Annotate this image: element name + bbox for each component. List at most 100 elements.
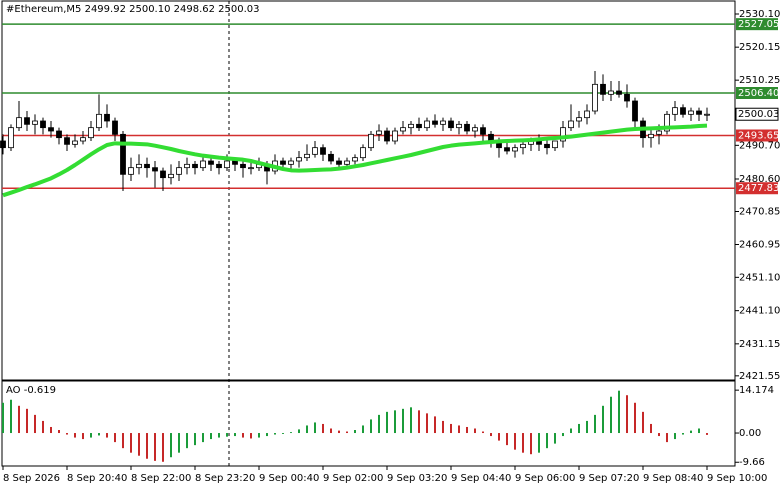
candle-body [192,163,198,169]
main-pane-frame [1,0,736,381]
candle-body [72,140,78,145]
x-tick-label: 8 Sep 23:20 [195,473,255,484]
candle-body [648,133,654,139]
candle-body [208,160,214,165]
candle-body [352,157,358,162]
candle-body [40,120,46,129]
candle-body [520,143,526,149]
level-label-box [736,129,778,142]
candle-body [568,120,574,129]
candle-body [448,120,454,129]
x-tick-label: 8 Sep 20:40 [67,473,127,484]
candle-body [472,127,478,132]
ao-y-tick-label: 0.00 [739,428,761,439]
candle-body [624,93,630,102]
candle-body [664,113,670,132]
candle-body [224,160,230,169]
ao-pane-frame [1,380,736,467]
candle-body [168,173,174,179]
x-tick-label: 9 Sep 07:20 [579,473,639,484]
candle-body [344,160,350,165]
candle-body [312,147,318,155]
candle-body [408,123,414,129]
candle-body [104,113,110,122]
current-price-label: 2500.03 [738,109,779,120]
candle-body [536,140,542,145]
candle-body [456,123,462,129]
candle-body [656,130,662,135]
candle-body [200,160,206,169]
candle-body [672,107,678,115]
y-tick-label: 2480.60 [739,174,780,185]
candle-body [632,100,638,122]
candle-body [704,113,710,116]
y-tick-label: 2451.10 [739,272,780,283]
candle-body [560,127,566,142]
candle-body [432,120,438,125]
x-tick-label: 9 Sep 08:40 [643,473,703,484]
level-label: 2506.40 [738,88,779,99]
candle-body [144,163,150,169]
x-tick-label: 9 Sep 02:00 [323,473,383,484]
candle-body [504,147,510,152]
y-tick-label: 2470.85 [739,207,780,218]
candle-body [248,167,254,170]
candle-body [376,130,382,135]
level-label: 2493.65 [738,131,779,142]
candle-body [232,160,238,165]
y-tick-label: 2490.70 [739,140,780,151]
candle-body [88,127,94,139]
candle-body [368,133,374,149]
x-tick-label: 8 Sep 2026 [3,473,60,484]
candle-body [320,147,326,155]
candle-body [288,160,294,165]
candle-body [336,160,342,165]
candle-body [392,130,398,142]
candle-body [616,90,622,95]
candle-body [600,83,606,95]
candle-body [152,167,158,172]
x-tick-label: 9 Sep 03:20 [387,473,447,484]
candle-body [592,83,598,112]
candle-body [384,130,390,142]
candle-body [440,120,446,125]
candle-body [424,120,430,129]
candle-body [184,163,190,169]
ao-title: AO -0.619 [6,385,56,396]
candle-body [216,163,222,169]
x-tick-label: 8 Sep 22:00 [131,473,191,484]
ao-y-tick-label: -9.66 [739,457,765,468]
current-price-box [735,107,779,121]
candle-body [544,143,550,149]
ao-y-tick-label: 14.174 [739,385,774,396]
level-label: 2477.83 [738,183,779,194]
x-tick-label: 9 Sep 10:00 [707,473,767,484]
chart-title: #Ethereum,M5 2499.92 2500.10 2498.62 250… [6,4,260,15]
candle-body [480,127,486,135]
candle-body [688,110,694,115]
moving-average [2,123,708,198]
candle-body [280,160,286,165]
y-tick-label: 2520.15 [739,42,780,53]
x-tick-label: 9 Sep 00:40 [259,473,319,484]
candle-body [16,117,22,129]
y-tick-label: 2431.15 [739,339,780,350]
y-tick-label: 2530.10 [739,9,780,20]
level-label-box [736,182,778,195]
candle-body [8,127,14,149]
candle-body [608,90,614,95]
candle-body [680,107,686,115]
candle-body [360,147,366,159]
level-label: 2527.05 [738,19,779,30]
candle-body [0,140,6,149]
candle-body [584,110,590,119]
y-tick-label: 2510.25 [739,75,780,86]
candle-body [400,127,406,132]
candle-body [160,170,166,179]
candle-body [112,120,118,135]
y-tick-label: 2421.55 [739,371,780,382]
candle-body [240,163,246,169]
candle-body [32,120,38,125]
candle-body [552,140,558,149]
